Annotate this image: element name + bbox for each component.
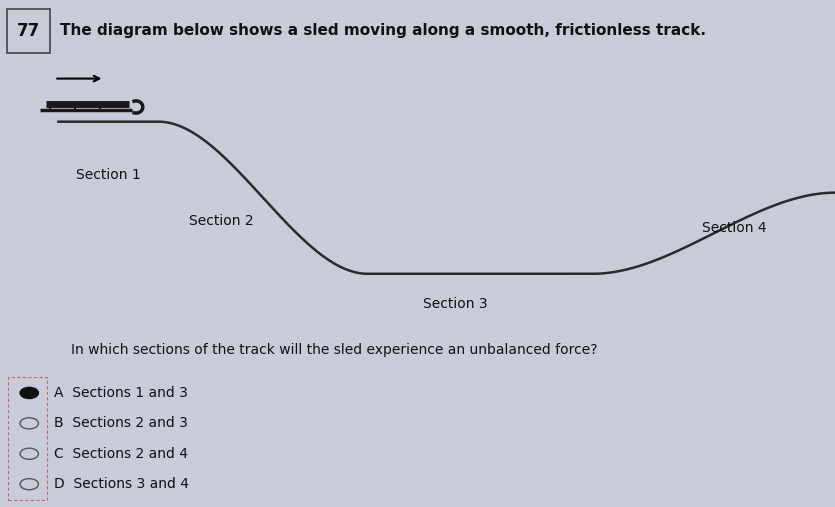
Text: C  Sections 2 and 4: C Sections 2 and 4 bbox=[54, 447, 188, 461]
Text: B  Sections 2 and 3: B Sections 2 and 3 bbox=[54, 416, 188, 430]
Text: Section 1: Section 1 bbox=[76, 168, 141, 182]
Circle shape bbox=[20, 418, 38, 429]
FancyBboxPatch shape bbox=[7, 9, 50, 53]
Text: Section 4: Section 4 bbox=[702, 221, 767, 235]
Text: 77: 77 bbox=[17, 22, 40, 40]
Circle shape bbox=[20, 479, 38, 490]
Text: A  Sections 1 and 3: A Sections 1 and 3 bbox=[54, 386, 188, 400]
Circle shape bbox=[20, 387, 38, 399]
Text: Section 3: Section 3 bbox=[423, 297, 488, 311]
Text: The diagram below shows a sled moving along a smooth, frictionless track.: The diagram below shows a sled moving al… bbox=[60, 23, 706, 39]
Text: Section 2: Section 2 bbox=[189, 213, 254, 228]
Text: D  Sections 3 and 4: D Sections 3 and 4 bbox=[54, 477, 190, 491]
Text: In which sections of the track will the sled experience an unbalanced force?: In which sections of the track will the … bbox=[71, 343, 598, 357]
Circle shape bbox=[20, 448, 38, 459]
